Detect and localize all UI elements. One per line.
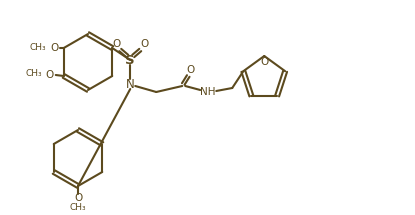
Text: O: O <box>51 43 59 53</box>
Text: O: O <box>260 57 269 67</box>
Text: S: S <box>125 54 135 66</box>
Text: CH₃: CH₃ <box>25 69 42 78</box>
Text: N: N <box>126 77 134 91</box>
Text: CH₃: CH₃ <box>70 204 86 212</box>
Text: O: O <box>140 39 149 49</box>
Text: NH: NH <box>200 87 216 97</box>
Text: CH₃: CH₃ <box>29 43 46 52</box>
Text: O: O <box>74 193 82 203</box>
Text: O: O <box>46 70 54 80</box>
Text: O: O <box>186 65 194 75</box>
Text: O: O <box>112 39 120 49</box>
